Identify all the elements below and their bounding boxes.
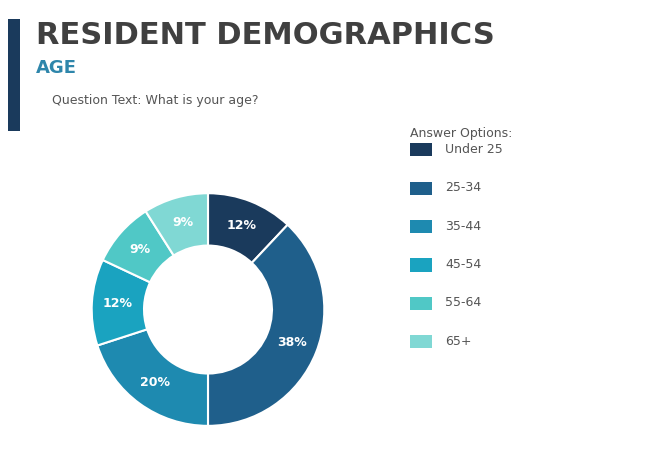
Text: 35-44: 35-44 <box>445 219 482 233</box>
Wedge shape <box>208 225 324 426</box>
Wedge shape <box>146 193 208 256</box>
Text: 20%: 20% <box>140 376 170 389</box>
Wedge shape <box>103 212 174 282</box>
Wedge shape <box>92 260 150 346</box>
Text: 55-64: 55-64 <box>445 296 482 310</box>
Text: AGE: AGE <box>36 59 77 76</box>
Text: 9%: 9% <box>172 217 194 229</box>
Text: 25-34: 25-34 <box>445 181 482 194</box>
Text: Answer Options:: Answer Options: <box>410 127 512 140</box>
Text: 9%: 9% <box>130 243 151 257</box>
Text: 38%: 38% <box>277 336 307 349</box>
Wedge shape <box>98 329 208 426</box>
Text: RESIDENT DEMOGRAPHICS: RESIDENT DEMOGRAPHICS <box>36 21 495 50</box>
Text: 12%: 12% <box>226 219 256 232</box>
Text: 12%: 12% <box>103 297 133 310</box>
Text: Under 25: Under 25 <box>445 143 503 156</box>
Text: Question Text: What is your age?: Question Text: What is your age? <box>52 94 259 107</box>
Text: 65+: 65+ <box>445 335 472 348</box>
Text: 45-54: 45-54 <box>445 258 482 271</box>
Wedge shape <box>208 193 287 263</box>
